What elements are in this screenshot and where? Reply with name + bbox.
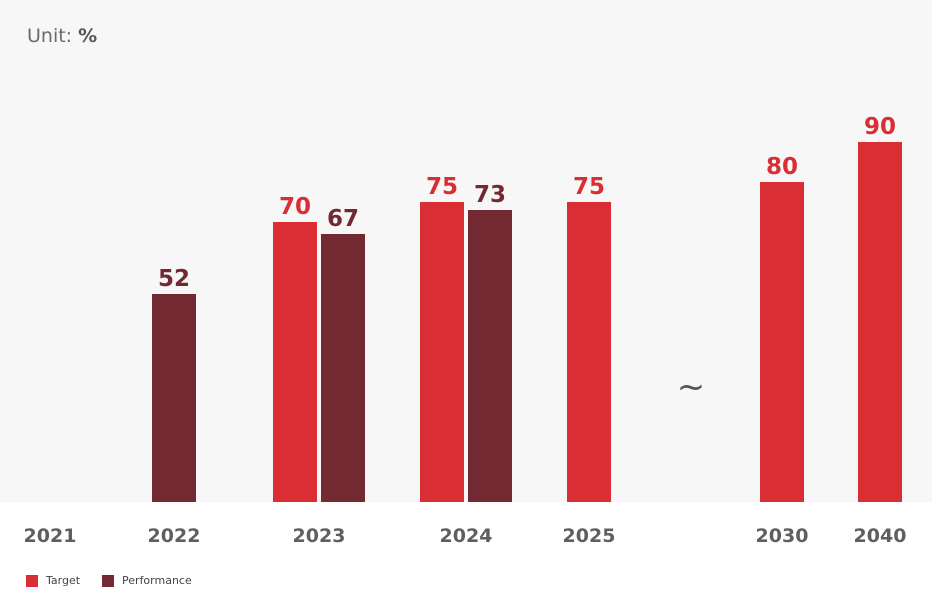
- legend-item-target: Target: [26, 574, 80, 587]
- legend-label-target: Target: [46, 574, 81, 587]
- data-label-target-2040: 90: [864, 114, 896, 140]
- legend-swatch-target: [26, 574, 38, 587]
- x-tick-label-2040: 2040: [854, 525, 907, 547]
- x-tick-label-2030: 2030: [756, 525, 809, 547]
- data-label-target-2023: 70: [279, 194, 311, 220]
- axis-break-symbol: ~: [677, 367, 706, 407]
- bar-performance-2022: [152, 294, 196, 502]
- legend-item-performance: Performance: [102, 574, 192, 587]
- x-tick-label-2025: 2025: [563, 525, 616, 547]
- legend: Target Performance: [26, 574, 192, 587]
- data-label-performance-2024: 73: [474, 182, 506, 208]
- unit-label: Unit: %: [27, 25, 97, 47]
- unit-prefix: Unit:: [27, 25, 79, 47]
- bar-target-2025: [567, 202, 611, 502]
- data-label-target-2030: 80: [766, 154, 798, 180]
- bar-chart: 2021 52 2022 70 67 2023 75 73 2024 75 2025 80 2030 90…: [24, 114, 907, 547]
- x-tick-label-2023: 2023: [293, 525, 346, 547]
- x-tick-label-2021: 2021: [24, 525, 77, 547]
- legend-swatch-performance: [102, 574, 115, 587]
- bar-performance-2024: [468, 210, 512, 502]
- x-tick-label-2024: 2024: [440, 525, 493, 547]
- data-label-target-2024: 75: [426, 174, 458, 200]
- data-label-performance-2022: 52: [158, 266, 190, 292]
- bar-target-2030: [760, 182, 804, 502]
- legend-label-performance: Performance: [122, 574, 192, 587]
- x-tick-label-2022: 2022: [148, 525, 201, 547]
- bar-target-2024: [420, 202, 464, 502]
- data-label-performance-2023: 67: [327, 206, 359, 232]
- data-label-target-2025: 75: [573, 174, 605, 200]
- unit-symbol: %: [78, 25, 98, 47]
- bar-performance-2023: [321, 234, 365, 502]
- bar-target-2023: [273, 222, 317, 502]
- bar-target-2040: [858, 142, 902, 502]
